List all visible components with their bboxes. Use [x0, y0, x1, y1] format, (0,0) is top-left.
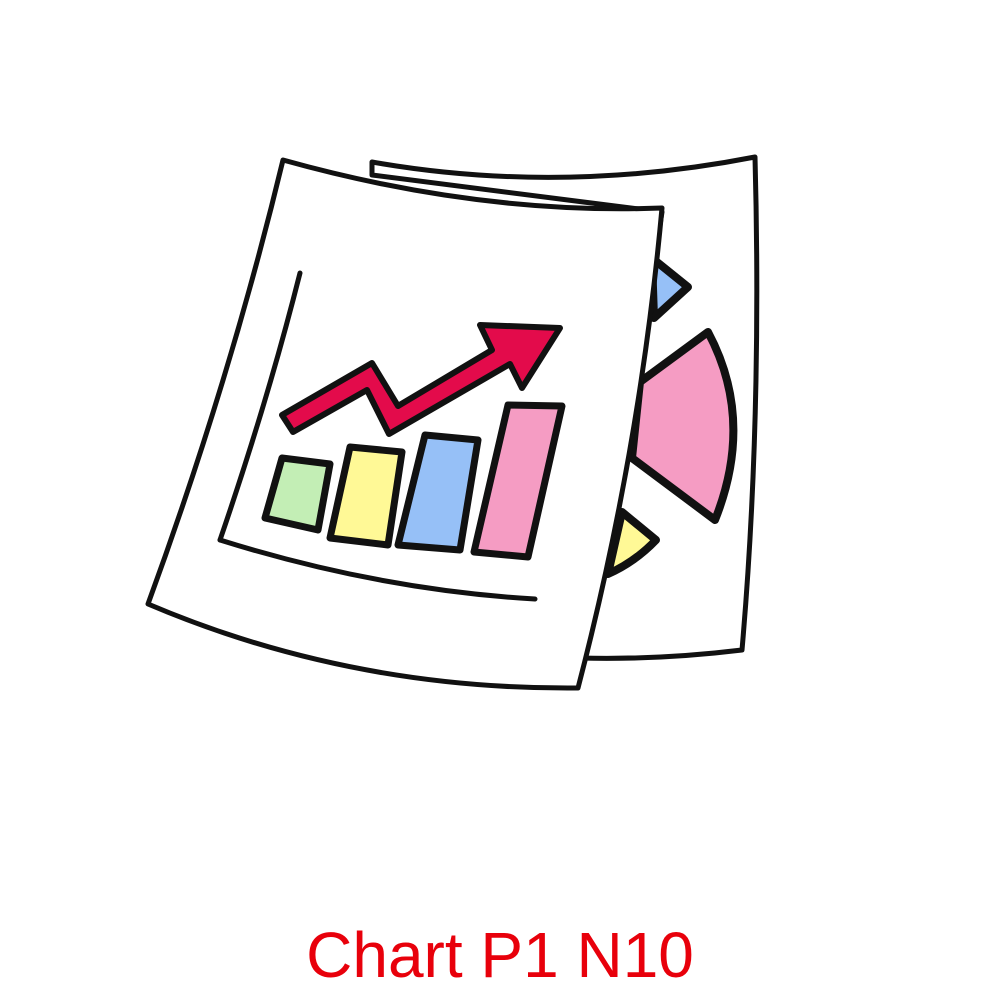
- x-axis-line: [217, 537, 538, 602]
- pie-slice-yellow: [604, 508, 660, 578]
- bar-pink: [470, 401, 566, 561]
- bar-chart-document-icon: [145, 157, 665, 691]
- pie-chart-document-icon: [369, 154, 760, 661]
- pie-slice-pink: [628, 328, 738, 524]
- trend-arrow-icon: [279, 322, 563, 437]
- y-axis-line: [217, 270, 303, 543]
- figure-caption: Chart P1 N10: [306, 919, 694, 991]
- bar-green: [261, 454, 334, 534]
- bar-blue: [394, 431, 482, 554]
- bar-yellow: [326, 443, 406, 549]
